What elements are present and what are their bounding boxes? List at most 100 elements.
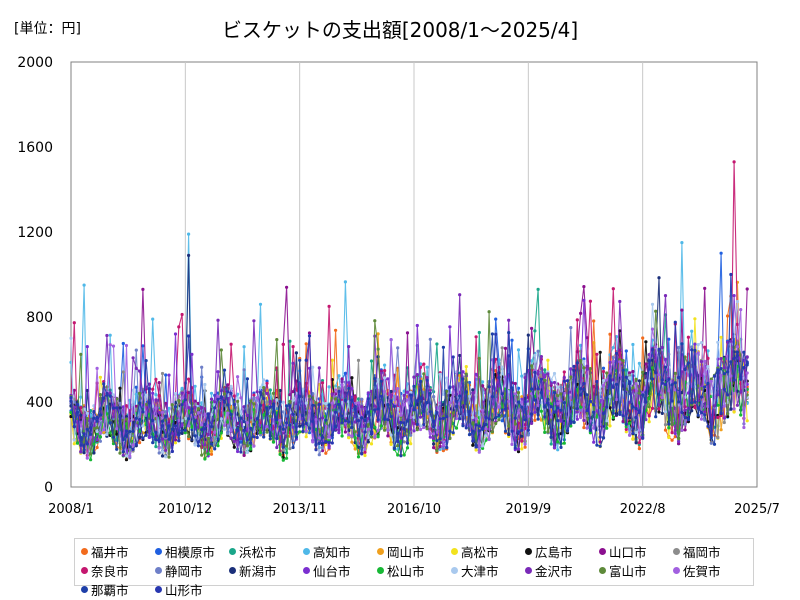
data-point (268, 400, 272, 404)
data-point (298, 358, 302, 362)
data-point (507, 331, 511, 335)
data-point (683, 408, 687, 412)
data-point (543, 373, 547, 377)
data-point (729, 360, 733, 364)
data-point (654, 415, 658, 419)
data-point (533, 353, 537, 357)
data-point (516, 386, 521, 390)
data-point (219, 417, 223, 421)
data-point (258, 302, 263, 306)
data-point (546, 389, 550, 393)
data-point (582, 403, 586, 407)
x-tick-label: 2019/9 (505, 502, 551, 517)
data-point (203, 443, 207, 447)
data-point (467, 433, 472, 437)
data-point (216, 444, 220, 448)
data-point (353, 405, 357, 409)
data-point (193, 434, 197, 438)
data-point (89, 452, 93, 456)
legend-item: 高松市 (451, 542, 525, 561)
data-point (546, 358, 550, 362)
data-point (314, 448, 318, 452)
data-point (481, 387, 485, 391)
data-point (451, 431, 455, 435)
data-point (356, 455, 361, 459)
data-point (281, 400, 285, 404)
legend-label: 富山市 (609, 564, 647, 579)
data-point (552, 425, 557, 429)
data-point (601, 366, 606, 370)
data-point (291, 345, 295, 349)
x-tick-label: 2022/8 (620, 502, 666, 517)
data-point (298, 417, 302, 421)
data-point (451, 385, 455, 389)
data-point (618, 348, 622, 352)
data-point (441, 392, 445, 396)
data-point (507, 354, 511, 358)
data-point (347, 433, 351, 437)
data-point (409, 433, 413, 437)
data-point (451, 355, 455, 359)
data-point (376, 347, 380, 351)
data-point (516, 450, 521, 454)
data-point (735, 345, 740, 349)
data-point (712, 442, 717, 446)
data-point (320, 392, 325, 396)
data-point (356, 419, 361, 423)
data-point (549, 435, 553, 439)
data-point (72, 424, 76, 429)
data-point (79, 395, 83, 399)
data-point (72, 438, 76, 442)
data-point (536, 287, 540, 291)
legend-label: 高松市 (461, 545, 499, 560)
data-point (732, 410, 736, 414)
data-point (628, 371, 632, 375)
data-point (516, 411, 521, 415)
data-point (268, 388, 272, 392)
data-point (680, 308, 684, 312)
data-point (647, 367, 651, 371)
data-point (745, 360, 749, 364)
data-point (464, 426, 468, 430)
data-point (190, 425, 194, 429)
data-point (690, 401, 694, 405)
data-point (432, 432, 436, 436)
data-point (722, 420, 726, 425)
data-point (229, 384, 233, 388)
data-point (376, 428, 380, 432)
data-point (311, 440, 315, 444)
data-point (216, 394, 220, 399)
data-point (340, 421, 344, 425)
data-point (500, 408, 504, 412)
data-point (699, 417, 704, 421)
data-point (98, 431, 102, 435)
data-point (628, 416, 632, 420)
data-point (670, 438, 674, 442)
data-point (513, 422, 517, 426)
data-point (317, 441, 321, 445)
legend-label: 浜松市 (239, 545, 277, 560)
data-point (131, 388, 135, 392)
data-point (458, 394, 462, 398)
data-point (281, 448, 285, 452)
legend-item: 高知市 (303, 542, 377, 561)
data-point (226, 390, 230, 394)
data-point (389, 399, 393, 403)
data-point (667, 337, 671, 341)
data-point (530, 421, 534, 425)
data-point (383, 369, 387, 373)
data-point (232, 445, 236, 449)
data-point (432, 446, 436, 450)
data-point (445, 415, 449, 419)
data-point (650, 327, 655, 331)
data-point (82, 413, 86, 417)
data-point (164, 434, 168, 439)
data-point (660, 411, 664, 415)
data-point (320, 441, 325, 445)
legend-item: 福井市 (81, 542, 155, 561)
data-point (657, 373, 661, 377)
data-point (477, 330, 481, 335)
data-point (556, 440, 560, 444)
data-point (516, 430, 521, 434)
data-point (565, 429, 570, 433)
